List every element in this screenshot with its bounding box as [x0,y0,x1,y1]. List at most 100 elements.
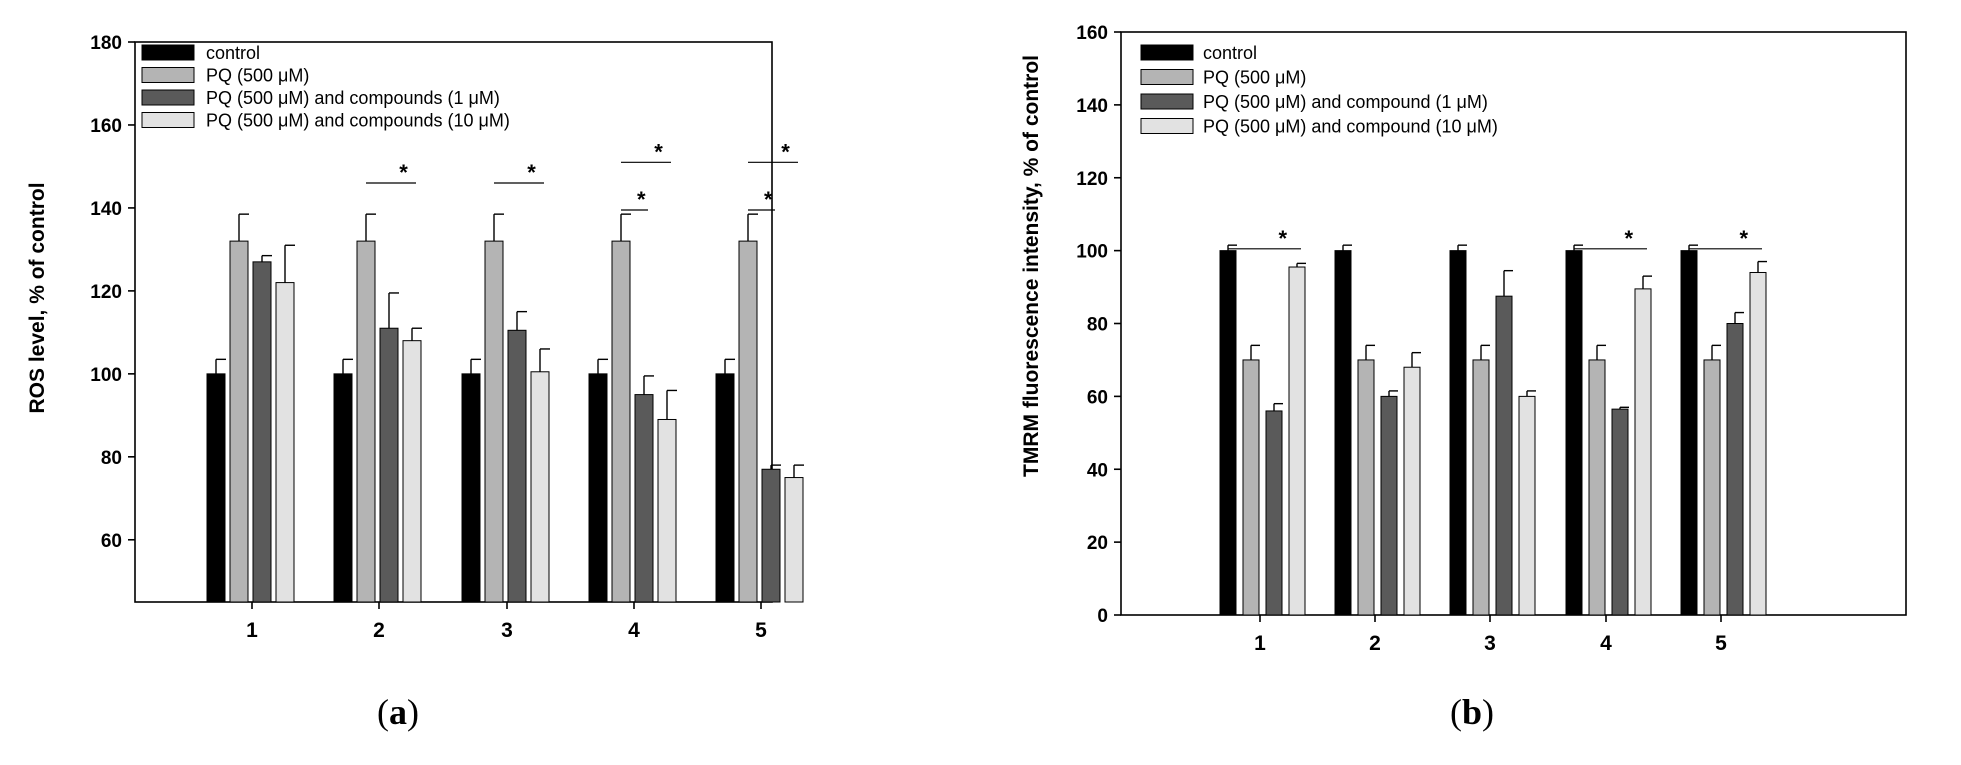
panel-b-legend-label: PQ (500 μM) and compound (1 μM) [1203,92,1488,112]
panel-a-bar [761,468,781,603]
panel-b-y-tick-label: 160 [1076,23,1108,44]
panel-a-bar [634,394,654,603]
panel-b-chart: TMRM fluorescence intensity, % of contro… [1020,23,1907,732]
panel-b-bar [1680,250,1698,616]
panel-b-significance-star: * [1278,226,1287,251]
panel-b-legend-label: PQ (500 μM) and compound (10 μM) [1203,117,1498,137]
panel-b-bar [1334,250,1352,616]
panel-a-bar [333,373,353,603]
panel-b-bar [1588,359,1606,616]
panel-b-bar [1749,271,1767,616]
panel-b-legend-swatch [1140,118,1194,134]
panel-a-bar [657,418,677,603]
panel-a-y-tick-label: 140 [90,199,122,220]
panel-a-plot-frame [134,41,773,603]
panel-b-y-tick-label: 40 [1087,460,1108,481]
panel-a-y-tick-label: 120 [90,282,122,303]
panel-a-legend-swatch [141,112,195,128]
panel-a-bar [461,373,481,603]
panel-a-bar [507,329,527,603]
panel-a-y-tick-label: 180 [90,33,122,54]
panel-a-bar [229,240,249,603]
panel-b-bar [1403,366,1421,616]
panel-a-significance-star: * [637,187,646,212]
panel-b-y-tick-label: 100 [1076,242,1108,263]
panel-b-label-letter: b [1462,692,1482,732]
panel-b-y-axis-title: TMRM fluorescence intensity, % of contro… [1020,55,1043,477]
panel-a-label-letter: a [389,692,407,732]
panel-a-legend-label: control [206,43,260,63]
panel-b-legend-label: PQ (500 μM) [1203,68,1306,88]
panel-a-y-tick-label: 100 [90,365,122,386]
panel-a-x-tick-label: 4 [628,619,640,642]
panel-a-y-axis-title: ROS level, % of control [26,182,49,413]
panel-b-bar [1634,288,1652,616]
panel-a-legend-swatch [141,44,195,61]
panel-a-x-tick-label: 1 [246,619,258,642]
panel-b-y-tick-label: 0 [1097,606,1108,627]
panel-a-bar [402,340,422,603]
panel-a-bar [206,373,226,603]
panel-a-significance-star: * [764,187,773,212]
panel-b-x-tick-label: 2 [1369,632,1381,655]
panel-b-y-tick-label: 120 [1076,169,1108,190]
panel-a-x-tick-label: 2 [373,619,385,642]
panel-b-bar [1472,359,1490,616]
panel-a-significance-star: * [654,139,663,164]
panel-b-legend-label: control [1203,43,1257,63]
panel-a-bar [356,240,376,603]
panel-a-x-tick-label: 5 [755,619,767,642]
panel-b-significance-star: * [1739,226,1748,251]
panel-a-bar [530,371,550,603]
panel-a-legend-swatch [141,89,195,106]
panel-a-legend-label: PQ (500 μM) and compounds (1 μM) [206,88,500,108]
panel-b-label: (b) [1450,692,1494,732]
panel-a-bar [275,282,295,603]
panel-b-x-tick-label: 5 [1715,632,1727,655]
panel-a-bar [484,240,504,603]
panel-b-bar [1288,266,1306,616]
panel-b-bar [1703,359,1721,616]
panel-a-y-tick-label: 80 [101,448,122,469]
panel-b-x-tick-label: 1 [1254,632,1266,655]
panel-a-chart: ROS level, % of control (a) 608010012014… [26,33,804,732]
panel-a-significance-star: * [399,160,408,185]
panel-b-bar [1495,295,1513,616]
panel-b-significance-star: * [1624,226,1633,251]
panel-b-bar [1265,410,1283,616]
panel-b-bar [1242,359,1260,616]
panel-a-bar [784,477,804,603]
panel-a-legend-swatch [141,67,195,83]
panel-a-legend-label: PQ (500 μM) and compounds (10 μM) [206,111,510,131]
panel-b-bar [1449,250,1467,616]
panel-b-legend-swatch [1140,44,1194,61]
panel-b-x-tick-label: 4 [1600,632,1612,655]
panel-a-significance-star: * [527,160,536,185]
panel-b-bar [1380,395,1398,616]
panel-a-y-tick-label: 60 [101,531,122,552]
panel-b-y-tick-label: 80 [1087,315,1108,336]
panel-b-y-tick-label: 140 [1076,96,1108,117]
panel-a-bar [715,373,735,603]
panel-a-significance-star: * [781,139,790,164]
panel-b-bar [1518,395,1536,616]
panel-b-bar [1565,250,1583,616]
panel-a-bar [738,240,758,603]
panel-b-bar [1611,408,1629,616]
panel-b-legend-swatch [1140,69,1194,85]
panel-b-x-tick-label: 3 [1484,632,1496,655]
panel-a-legend-label: PQ (500 μM) [206,66,309,86]
panel-a-bar [611,240,631,603]
panel-a-y-tick-label: 160 [90,116,122,137]
panel-a-bar [588,373,608,603]
panel-b-bar [1357,359,1375,616]
panel-a-x-tick-label: 3 [501,619,513,642]
panel-a-bar [379,327,399,603]
panel-a-label: (a) [377,692,419,732]
panel-b-bar [1219,250,1237,616]
panel-b-bar [1726,323,1744,616]
panel-b-legend-swatch [1140,93,1194,110]
panel-b-y-tick-label: 20 [1087,533,1108,554]
panel-a-bar [252,261,272,603]
